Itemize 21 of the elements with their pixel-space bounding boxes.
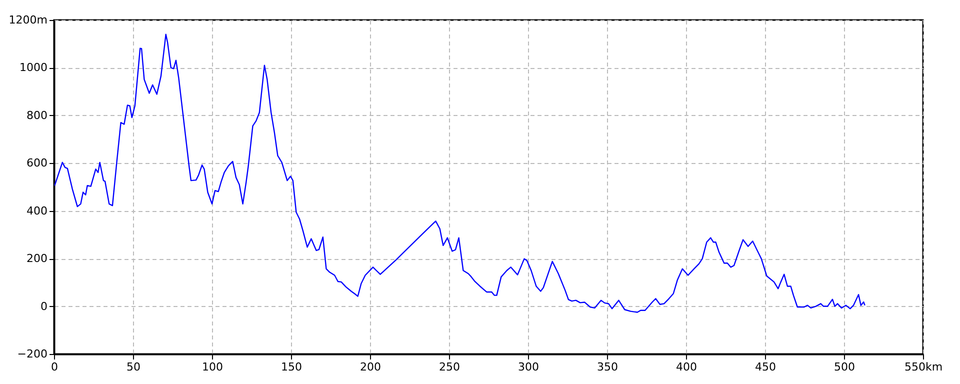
x-tick-label: 500 [834, 360, 855, 374]
y-tick-label: 0 [40, 300, 48, 313]
x-tick-label: 350 [597, 360, 618, 374]
y-tick-label: 1000 [20, 61, 48, 74]
y-tick-label: −200 [17, 348, 48, 360]
x-tick-label: 150 [281, 360, 302, 374]
line-series [54, 34, 866, 313]
x-tick-label: 0 [51, 360, 58, 374]
y-tick-label: 200 [26, 252, 48, 266]
y-tick-label: 400 [26, 204, 48, 218]
y-tick-label: 800 [26, 108, 48, 122]
x-tick-label: 450 [755, 360, 776, 374]
x-tick-label: 50 [126, 360, 140, 374]
x-tick-label: 100 [202, 360, 223, 374]
x-tick-label: 550km [904, 360, 943, 374]
x-tick-label: 400 [676, 360, 697, 374]
x-tick-label: 200 [360, 360, 381, 374]
x-tick-label: 300 [518, 360, 539, 374]
x-tick-label: 250 [439, 360, 460, 374]
y-tick-label: 600 [26, 156, 48, 170]
y-tick-label: 1200m [8, 14, 48, 26]
